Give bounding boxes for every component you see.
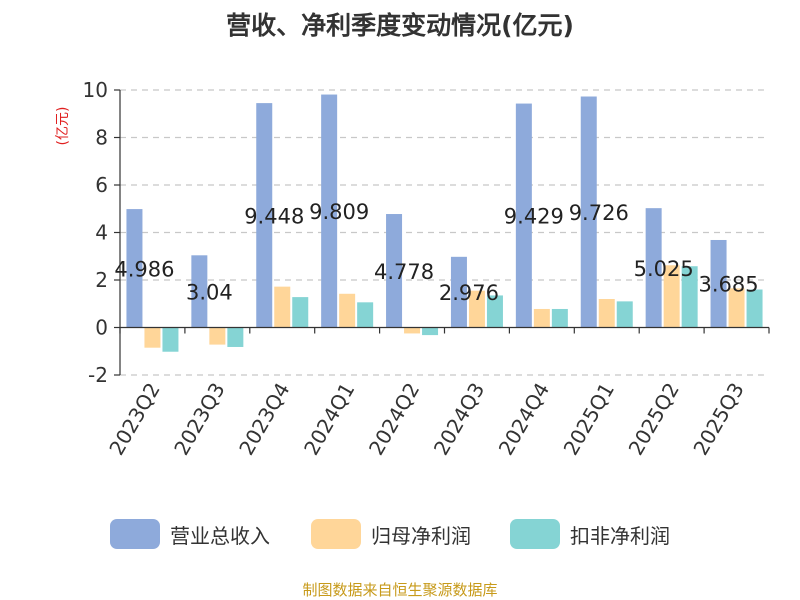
bar [663,265,680,328]
legend-item-deducted-net-profit[interactable]: 扣非净利润 [510,517,670,551]
x-tick-label: 2024Q3 [429,379,489,460]
legend-label-revenue: 营业总收入 [170,523,270,548]
bar [598,299,615,328]
x-tick-label: 2025Q3 [688,379,748,460]
bar [191,255,208,328]
bar [681,266,698,328]
y-tick-label: 2 [95,268,108,292]
y-tick-label: -2 [88,363,108,387]
bar [404,327,421,334]
bar [710,239,727,328]
source-note: 制图数据来自恒生聚源数据库 [302,581,498,599]
data-label: 5.025 [634,257,694,281]
x-tick-label: 2024Q1 [299,379,359,460]
legend-label-net-profit: 归母净利润 [371,523,471,548]
bar [274,286,291,328]
bar [468,290,485,328]
x-tick-label: 2025Q1 [559,379,619,460]
bar [746,289,763,328]
bar [357,302,374,328]
y-tick-label: 6 [95,173,108,197]
data-label: 9.429 [504,205,564,229]
data-label: 3.04 [186,280,233,304]
data-label: 9.726 [569,201,629,225]
legend-swatch-deducted-net-profit [510,519,560,549]
data-label: 9.448 [244,204,304,228]
data-label: 9.809 [309,200,369,224]
legend-item-revenue[interactable]: 营业总收入 [110,517,270,551]
data-label: 4.778 [374,260,434,284]
data-label: 4.986 [114,257,174,281]
bar [209,327,226,345]
bar [533,308,550,328]
legend-swatch-net-profit [311,519,361,549]
y-tick-label: 8 [95,126,108,150]
bar [580,96,597,328]
bar [386,214,403,328]
bar [645,208,662,328]
bar [126,209,143,328]
bar [486,295,503,328]
y-tick-label: 10 [83,78,108,102]
bar [551,308,568,328]
bars [126,94,763,352]
bar [616,301,633,328]
data-label: 2.976 [439,281,499,305]
bar [339,293,356,328]
x-tick-label: 2025Q2 [624,379,684,460]
x-tick-label: 2024Q2 [364,379,424,460]
bar [515,103,532,328]
data-label: 3.685 [698,273,758,297]
legend-swatch-revenue [110,519,160,549]
chart-title: 营收、净利季度变动情况(亿元) [226,11,574,40]
legend-item-net-profit[interactable]: 归母净利润 [311,517,471,551]
bar [292,297,309,328]
bar [728,288,745,328]
bar [227,327,244,347]
legend: 营业总收入 归母净利润 扣非净利润 [0,517,800,551]
bar [256,103,273,328]
x-tick-label: 2023Q4 [234,379,294,460]
legend-label-deducted-net-profit: 扣非净利润 [570,523,670,548]
axes [114,89,770,376]
x-tick-label: 2023Q3 [169,379,229,460]
bar [422,327,439,336]
x-tick-label: 2024Q4 [494,379,554,460]
bar [144,327,161,348]
bar [450,256,467,328]
x-tick-label: 2023Q2 [104,379,164,460]
y-tick-label: 0 [95,316,108,340]
bar [321,94,338,328]
y-tick-label: 4 [95,221,108,245]
bar [162,327,179,352]
